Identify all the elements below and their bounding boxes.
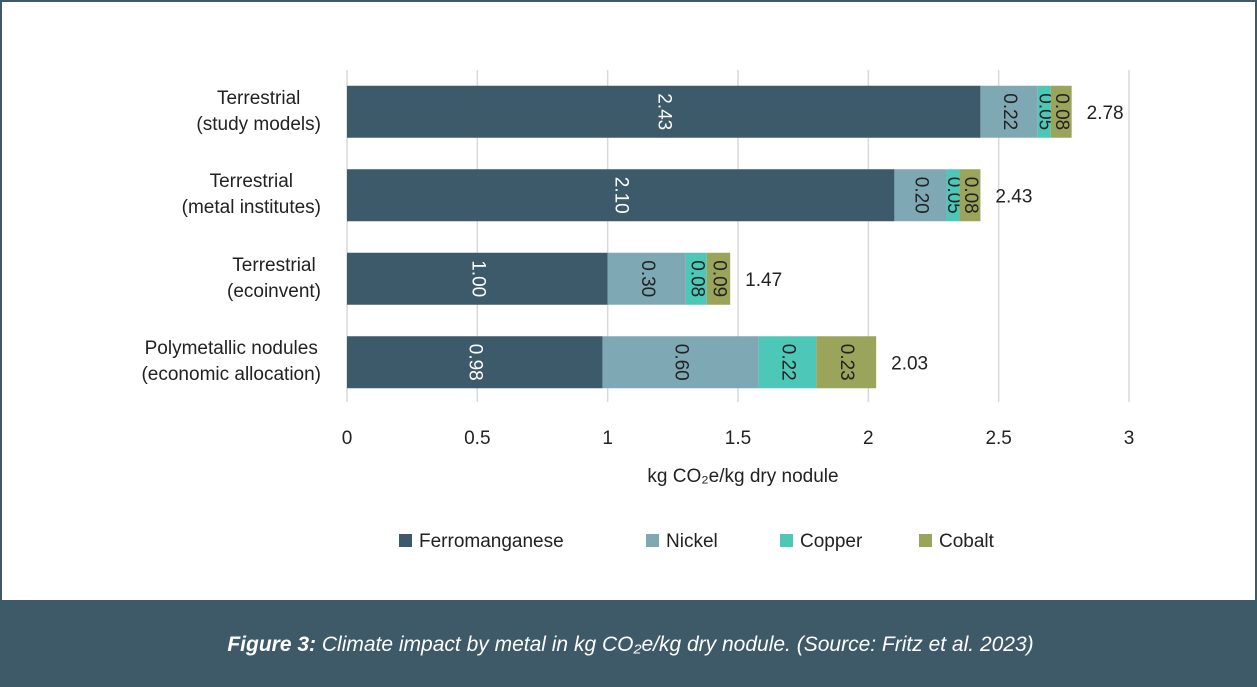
- legend-label: Copper: [800, 531, 863, 552]
- x-tick-label: 3: [1124, 428, 1135, 449]
- data-label: 0.08: [1051, 93, 1072, 130]
- bar-segment: [959, 169, 981, 222]
- data-label: 2.10: [611, 177, 632, 214]
- bar-segment: [602, 336, 759, 389]
- bar-segment: [946, 169, 960, 222]
- bar-segment: [706, 252, 731, 305]
- bar-segment: [347, 252, 608, 305]
- legend-label: Ferromanganese: [419, 531, 564, 552]
- legend-swatch: [646, 534, 659, 547]
- total-label: 2.43: [995, 186, 1032, 207]
- total-label: 1.47: [745, 270, 782, 291]
- data-label: 1.00: [467, 260, 488, 297]
- x-tick-label: 1: [602, 428, 613, 449]
- bar-segment: [607, 252, 686, 305]
- legend-swatch: [780, 534, 793, 547]
- bar-segment: [894, 169, 947, 222]
- data-label: 0.60: [671, 344, 692, 381]
- bar-segment: [816, 336, 877, 389]
- bar-segment: [980, 85, 1038, 138]
- total-label: 2.03: [891, 353, 928, 374]
- caption-label: Figure 3:: [227, 632, 317, 656]
- bar-segment: [758, 336, 817, 389]
- bar-segment: [685, 252, 707, 305]
- legend-label: Nickel: [666, 531, 718, 552]
- caption: Figure 3: Climate impact by metal in kg …: [2, 600, 1255, 685]
- caption-text: Climate impact by metal in kg CO₂e/kg dr…: [321, 632, 1034, 656]
- bar-segment: [1050, 85, 1072, 138]
- category-label: Polymetallic nodules (economic allocatio…: [141, 338, 321, 386]
- x-tick-label: 0.5: [464, 428, 490, 449]
- data-label: 2.43: [654, 93, 675, 130]
- data-label: 0.23: [836, 344, 857, 381]
- data-label: 0.20: [910, 177, 931, 214]
- bar-segment: [347, 85, 981, 138]
- x-tick-label: 0: [342, 428, 353, 449]
- data-label: 0.08: [686, 260, 707, 297]
- data-label: 0.05: [943, 177, 964, 214]
- chart: 0 0.5 1 1.5 2 2.5 3 kg CO₂e/kg dry nodule 2.43 0.…: [342, 70, 1135, 552]
- category-label: Terrestrial (metal institutes): [181, 171, 321, 219]
- data-label: 0.22: [778, 344, 799, 381]
- x-axis-label: kg CO₂e/kg dry nodule: [647, 466, 838, 487]
- bar-segment: [347, 169, 895, 222]
- legend-swatch: [399, 534, 412, 547]
- total-label: 2.78: [1087, 103, 1124, 124]
- legend-label: Cobalt: [939, 531, 995, 552]
- data-label: 0.09: [708, 260, 729, 297]
- data-label: 0.30: [637, 260, 658, 297]
- category-label: Terrestrial (ecoinvent): [227, 254, 321, 302]
- legend-swatch: [919, 534, 932, 547]
- category-label: Terrestrial (study models): [196, 87, 321, 135]
- bar-segment: [1037, 85, 1051, 138]
- data-label: 0.05: [1034, 93, 1055, 130]
- data-label: 0.08: [960, 177, 981, 214]
- x-tick-label: 2: [863, 428, 874, 449]
- x-tick-label: 2.5: [985, 428, 1011, 449]
- bar-segment: [347, 336, 603, 389]
- data-label: 0.22: [999, 93, 1020, 130]
- data-label: 0.98: [465, 344, 486, 381]
- x-tick-label: 1.5: [725, 428, 751, 449]
